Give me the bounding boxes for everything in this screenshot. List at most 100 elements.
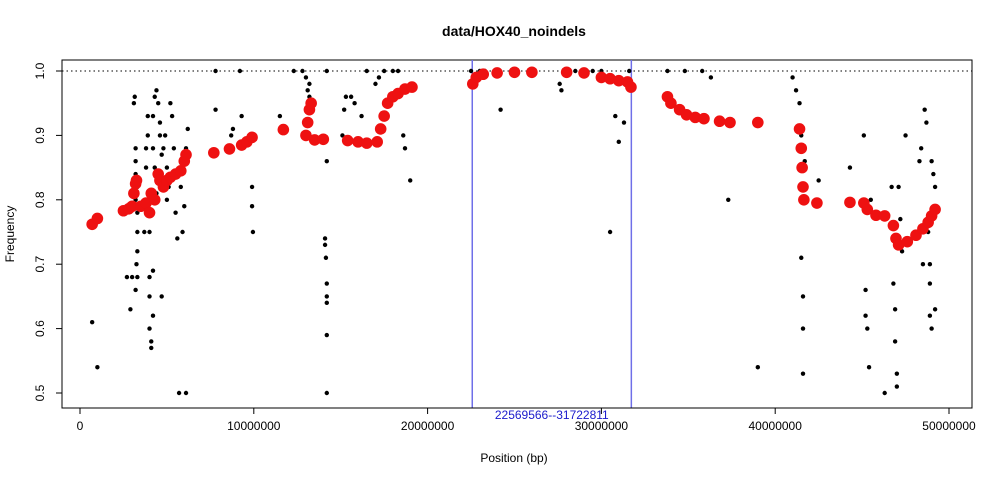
black-data-point	[237, 68, 243, 74]
red-data-point	[870, 209, 882, 222]
black-data-point	[892, 307, 898, 312]
x-tick-label: 50000000	[922, 419, 976, 433]
x-tick-label: 30000000	[575, 419, 629, 433]
red-data-point	[901, 235, 914, 248]
black-data-point	[135, 210, 140, 215]
black-data-point	[401, 133, 406, 138]
black-data-point	[799, 255, 804, 260]
black-data-point	[171, 146, 177, 151]
black-data-point	[931, 171, 936, 177]
black-data-point	[150, 268, 156, 273]
red-data-point	[578, 67, 590, 79]
red-data-point	[477, 68, 490, 81]
red-data-point	[148, 194, 161, 206]
red-data-point	[612, 74, 625, 87]
black-data-point	[899, 249, 905, 254]
black-points-layer	[89, 68, 938, 396]
red-data-point	[352, 136, 364, 148]
black-data-point	[324, 390, 329, 396]
black-data-point	[169, 113, 175, 119]
black-data-point	[755, 365, 761, 370]
black-data-point	[726, 197, 731, 202]
black-data-point	[557, 81, 562, 87]
black-data-point	[866, 365, 872, 370]
chart-title: data/HOX40_noindels	[442, 23, 586, 39]
y-tick-label: 0.9	[33, 127, 47, 144]
black-data-point	[173, 210, 178, 215]
red-data-point	[844, 196, 856, 209]
black-data-point	[89, 319, 95, 325]
black-data-point	[395, 68, 401, 74]
y-tick-label: 0.8	[33, 191, 47, 208]
black-data-point	[133, 146, 138, 151]
black-data-point	[932, 184, 938, 190]
black-data-point	[892, 339, 898, 344]
black-data-point	[468, 68, 474, 74]
red-data-point	[378, 110, 390, 122]
black-data-point	[135, 229, 140, 235]
black-data-point	[613, 113, 618, 119]
red-data-point	[811, 197, 823, 209]
red-data-point	[798, 194, 810, 206]
black-data-point	[381, 68, 387, 74]
red-data-point	[604, 72, 616, 85]
black-data-point	[143, 165, 149, 170]
black-data-point	[390, 68, 396, 74]
red-data-point	[526, 66, 538, 79]
black-data-point	[291, 68, 296, 74]
black-data-point	[147, 274, 152, 280]
red-data-point	[793, 123, 806, 135]
black-data-point	[95, 365, 100, 370]
black-data-point	[896, 184, 901, 190]
black-data-point	[277, 113, 283, 119]
region-layer	[471, 60, 633, 408]
black-data-point	[700, 68, 705, 74]
black-data-point	[627, 68, 632, 74]
red-data-point	[300, 129, 312, 142]
black-data-point	[149, 339, 154, 344]
black-data-point	[183, 390, 189, 396]
black-data-point	[682, 68, 688, 74]
x-tick-label: 10000000	[227, 419, 281, 433]
black-data-point	[889, 184, 894, 190]
black-data-point	[800, 326, 806, 331]
black-data-point	[147, 326, 152, 331]
region-label: 22569566--31722811	[495, 408, 609, 422]
black-data-point	[145, 113, 150, 119]
black-data-point	[229, 133, 234, 138]
black-data-point	[918, 146, 924, 151]
red-data-point	[371, 136, 383, 148]
red-data-point	[128, 187, 140, 200]
black-data-point	[150, 313, 156, 318]
black-data-point	[359, 113, 364, 119]
black-data-point	[665, 68, 670, 74]
black-data-point	[868, 197, 873, 202]
black-data-point	[924, 120, 929, 125]
black-data-point	[145, 133, 150, 138]
black-data-point	[573, 68, 578, 74]
black-data-point	[135, 274, 140, 280]
black-data-point	[790, 75, 795, 80]
black-data-point	[498, 107, 503, 112]
black-data-point	[932, 307, 938, 312]
black-data-point	[341, 107, 347, 112]
black-data-point	[185, 126, 190, 132]
x-tick-label: 0	[77, 419, 84, 433]
red-data-point	[143, 206, 156, 219]
black-data-point	[135, 249, 140, 254]
black-data-point	[180, 229, 185, 235]
black-data-point	[352, 101, 357, 106]
black-data-point	[922, 107, 927, 112]
black-data-point	[797, 101, 802, 106]
red-data-point	[341, 134, 354, 147]
red-data-point	[246, 131, 258, 144]
red-data-point	[301, 116, 314, 129]
red-data-point	[126, 200, 138, 213]
black-data-point	[157, 133, 163, 138]
black-data-point	[162, 133, 168, 138]
black-data-point	[348, 94, 354, 99]
black-data-point	[175, 236, 180, 241]
black-data-point	[159, 294, 164, 299]
black-data-point	[230, 126, 236, 132]
